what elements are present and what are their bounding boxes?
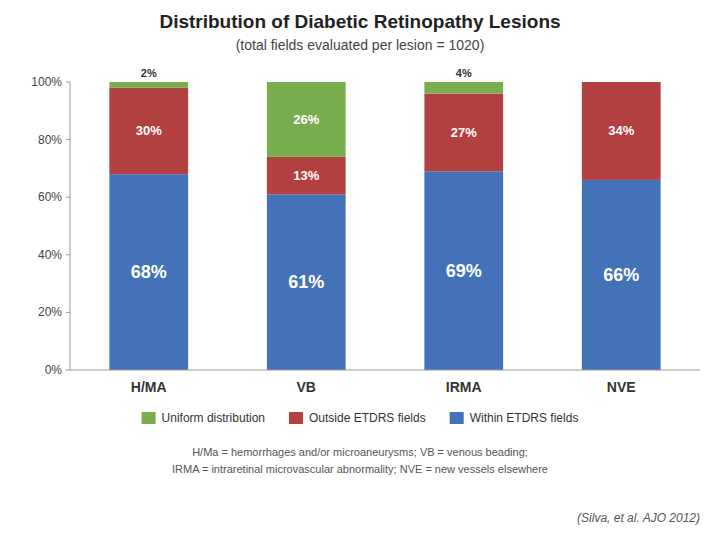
bar-segment (109, 174, 188, 370)
data-label: 27% (451, 125, 477, 140)
legend-swatch (450, 412, 464, 424)
legend-item: Within ETDRS fields (450, 411, 579, 425)
note: IRMA = intraretinal microvascular abnorm… (172, 463, 548, 475)
y-tick (66, 254, 70, 255)
bars (109, 82, 660, 370)
y-axis: 0% 20% 40% 60% 80% 100% (31, 75, 70, 377)
data-label: 68% (131, 262, 167, 282)
subtitle: (total fields evaluated per lesion = 102… (236, 37, 485, 53)
data-label: 66% (603, 265, 639, 285)
data-label: 61% (288, 272, 324, 292)
bar-segment (424, 82, 503, 94)
data-label: 30% (136, 123, 162, 138)
y-tick-label: 80% (38, 133, 62, 147)
data-label: 69% (446, 261, 482, 281)
bar-segment (582, 180, 661, 370)
x-axis: H/MA VB IRMA NVE (70, 370, 700, 395)
legend-item: Outside ETDRS fields (289, 411, 426, 425)
legend-swatch (142, 412, 156, 424)
bar-segment (424, 94, 503, 172)
note: H/Ma = hemorrhages and/or microaneurysms… (192, 446, 528, 458)
x-axis-line (70, 370, 700, 371)
x-tick-label: H/MA (131, 379, 167, 395)
bar-segment (109, 88, 188, 174)
data-label: 34% (608, 123, 634, 138)
chart: Distribution of Diabetic Retinopathy Les… (0, 0, 720, 540)
data-label: 26% (293, 112, 319, 127)
x-tick-label: NVE (607, 379, 636, 395)
legend: Uniform distribution Outside ETDRS fields… (142, 411, 579, 425)
bar-segment (424, 171, 503, 370)
y-tick-label: 40% (38, 248, 62, 262)
legend-item: Uniform distribution (142, 411, 265, 425)
legend-swatch (289, 412, 303, 424)
y-tick (66, 197, 70, 198)
y-tick-label: 20% (38, 305, 62, 319)
y-tick-label: 60% (38, 190, 62, 204)
y-tick (66, 370, 70, 371)
bar-segment (267, 157, 346, 194)
legend-label: Uniform distribution (162, 411, 265, 425)
data-label: 2% (141, 67, 157, 79)
annotations: H/Ma = hemorrhages and/or microaneurysms… (172, 446, 700, 525)
bar-segment (582, 82, 661, 83)
y-axis-line (70, 82, 71, 370)
y-tick (66, 139, 70, 140)
y-tick-label: 100% (31, 75, 62, 89)
bar-segment (109, 82, 188, 88)
x-tick-label: IRMA (446, 379, 482, 395)
x-tick-label: VB (297, 379, 316, 395)
data-label: 13% (293, 168, 319, 183)
title: Distribution of Diabetic Retinopathy Les… (159, 11, 560, 32)
bar-segment (267, 82, 346, 157)
legend-label: Within ETDRS fields (470, 411, 579, 425)
y-tick-label: 0% (45, 363, 63, 377)
y-tick (66, 312, 70, 313)
data-label: 4% (456, 67, 472, 79)
data-labels: 68% 61% 69% 66% 30% 13% 27% 34% 2% 26% 4% (131, 67, 640, 292)
citation: (Silva, et al. AJO 2012) (577, 511, 700, 525)
bar-segment (267, 194, 346, 370)
bar-segment (582, 82, 661, 180)
legend-label: Outside ETDRS fields (309, 411, 426, 425)
y-tick (66, 82, 70, 83)
